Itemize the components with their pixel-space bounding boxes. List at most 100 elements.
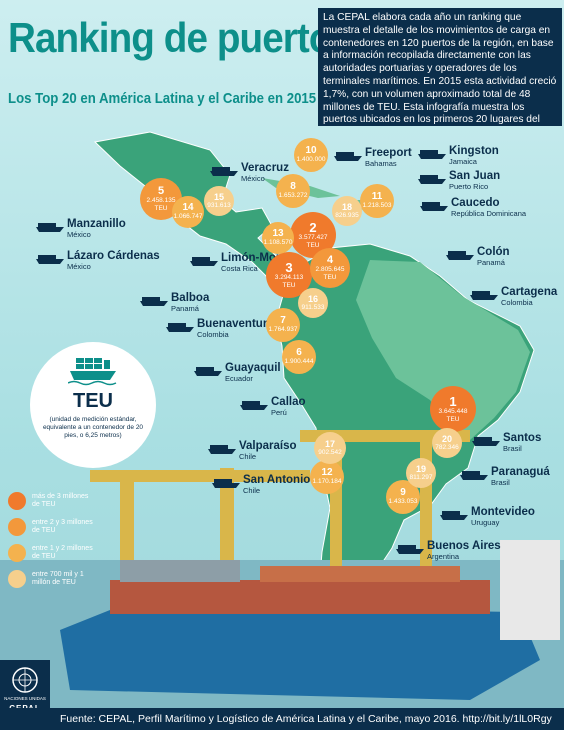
teu-value: 3.294.113 (274, 274, 304, 282)
port-country: Ecuador (225, 374, 253, 383)
port-label-guayaquil: Guayaquil Ecuador (194, 362, 281, 383)
teu-unit: TEU (446, 415, 460, 423)
port-country: Chile (239, 452, 257, 461)
port-country: Colombia (501, 298, 533, 307)
ship-icon (36, 255, 64, 264)
teu-value: 902.542 (318, 448, 342, 456)
rank-bubble-5: 5 2.458.135 TEU (140, 178, 182, 220)
port-name: Freeport (365, 147, 412, 159)
port-label-callao: Callao Perú (240, 396, 306, 417)
port-name: Santos (503, 432, 542, 444)
port-label-santos: Santos Brasil (472, 432, 541, 453)
teu-value: 1.653.272 (278, 192, 308, 200)
container-ship-icon (68, 358, 117, 386)
rank-number: 2 (309, 220, 317, 236)
port-name: Colón (477, 246, 510, 258)
rank-number: 11 (371, 191, 383, 203)
port-name: San Juan (449, 170, 501, 182)
port-name: Buenos Aires (427, 540, 501, 552)
un-emblem-icon (12, 667, 38, 693)
legend-swatch (8, 544, 26, 562)
teu-info-circle: TEU (unidad de medición estándar, equiva… (30, 342, 156, 468)
teu-value: 2.805.645 (315, 266, 345, 274)
ship-icon (418, 150, 446, 159)
teu-unit: TEU (323, 273, 337, 281)
ship-icon (446, 251, 474, 260)
ship-icon (212, 479, 240, 488)
teu-unit: TEU (154, 204, 168, 212)
rank-number: 5 (157, 185, 165, 198)
teu-value: 1.066.747 (173, 213, 203, 221)
port-label-paranagua: Paranaguá Brasil (460, 466, 550, 487)
rank-bubble-20: 20 782.346 (432, 428, 462, 458)
rank-bubble-18: 18 826.935 (332, 196, 362, 226)
rank-number: 10 (305, 145, 317, 157)
rank-number: 1 (449, 394, 457, 410)
teu-value: 3.577.427 (298, 234, 328, 242)
rank-bubble-19: 19 811.297 (406, 458, 436, 488)
rank-bubble-1: 1 3.645.448 TEU (430, 386, 476, 432)
rank-number: 17 (324, 438, 335, 449)
port-name: Valparaíso (239, 440, 297, 452)
port-name: Caucedo (451, 197, 500, 209)
teu-unit: TEU (306, 241, 320, 249)
port-label-san-juan: San Juan Puerto Rico (418, 170, 500, 191)
teu-value: 1.218.503 (362, 202, 392, 210)
intro-text: La CEPAL elabora cada año un ranking que… (318, 8, 562, 126)
ship-icon (440, 511, 468, 520)
port-country: México (67, 230, 91, 239)
port-country: Colombia (197, 330, 229, 339)
page-subtitle: Los Top 20 en América Latina y el Caribe… (8, 90, 317, 107)
teu-description: (unidad de medición estándar, equivalent… (42, 416, 144, 439)
port-name: Callao (271, 396, 306, 408)
legend-label: entre 2 y 3 millones de TEU (32, 519, 93, 534)
ship-icon (334, 152, 362, 161)
legend-swatch (8, 570, 26, 588)
rank-bubble-14: 14 1.066.747 (172, 196, 204, 228)
legend-item-tier3: entre 1 y 2 millones de TEU (8, 544, 94, 562)
rank-bubble-17: 17 902.542 (314, 432, 346, 464)
port-country: Panamá (477, 258, 505, 267)
port-label-caucedo: Caucedo República Dominicana (420, 197, 526, 218)
ship-icon (240, 401, 268, 410)
port-name: Paranaguá (491, 466, 550, 478)
port-name: San Antonio (243, 474, 311, 486)
teu-value: 1.764.937 (268, 326, 298, 334)
port-label-buenaventura: Buenaventura Colombia (166, 318, 274, 339)
rank-bubble-11: 11 1.218.503 (360, 184, 394, 218)
teu-value: 3.645.448 (438, 408, 468, 416)
rank-bubble-16: 16 911.533 (298, 288, 328, 318)
teu-value: 782.346 (435, 443, 459, 451)
legend-label: entre 1 y 2 millones de TEU (32, 545, 93, 560)
teu-value: 931.613 (207, 201, 231, 209)
teu-value: 1.170.184 (312, 478, 342, 486)
port-country: Jamaica (449, 157, 477, 166)
legend-item-tier1: más de 3 millones de TEU (8, 492, 94, 510)
port-label-kingston: Kingston Jamaica (418, 145, 499, 166)
port-label-veracruz: Veracruz México (210, 162, 289, 183)
rank-number: 4 (326, 254, 334, 267)
page-title: Ranking de puertos (8, 14, 353, 61)
port-label-colon: Colón Panamá (446, 246, 510, 267)
port-label-san-antonio: San Antonio Chile (212, 474, 310, 495)
port-label-lazaro-cardenas: Lázaro Cárdenas México (36, 250, 160, 271)
ship-icon (472, 437, 500, 446)
ship-icon (396, 545, 424, 554)
ship-icon (194, 367, 222, 376)
port-country: Bahamas (365, 159, 397, 168)
rank-bubble-7: 7 1.764.937 (266, 308, 300, 342)
rank-number: 3 (285, 260, 293, 276)
port-label-montevideo: Montevideo Uruguay (440, 506, 535, 527)
teu-value: 1.900.444 (284, 358, 314, 366)
ship-icon (166, 323, 194, 332)
rank-bubble-6: 6 1.900.444 (282, 340, 316, 374)
port-label-buenos-aires: Buenos Aires Argentina (396, 540, 501, 561)
port-name: Cartagena (501, 286, 558, 298)
port-country: República Dominicana (451, 209, 527, 218)
legend-swatch (8, 492, 26, 510)
teu-value: 911.533 (301, 303, 325, 311)
port-label-freeport: Freeport Bahamas (334, 147, 412, 168)
port-country: Costa Rica (221, 264, 258, 273)
legend-label: más de 3 millones de TEU (32, 493, 89, 508)
